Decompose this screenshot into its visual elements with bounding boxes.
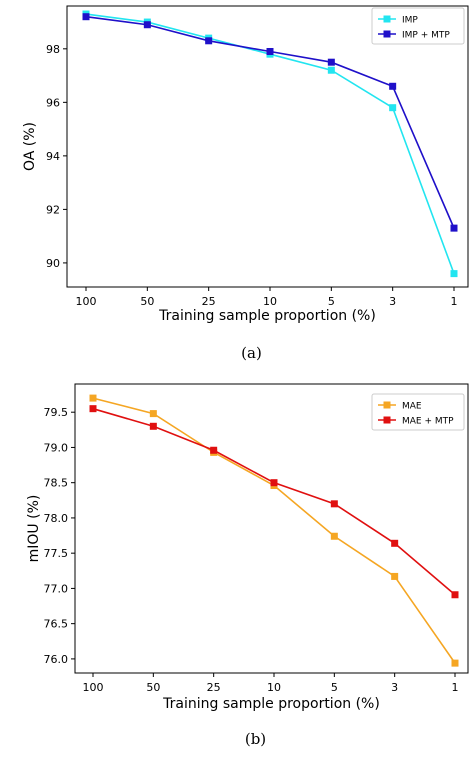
y-tick-label: 76.5 bbox=[44, 618, 69, 631]
y-tick-label: 98 bbox=[46, 43, 60, 56]
legend-box bbox=[371, 393, 465, 431]
y-axis-label: OA (%) bbox=[22, 122, 38, 171]
data-point bbox=[450, 224, 458, 232]
data-point bbox=[451, 591, 459, 599]
data-point bbox=[89, 405, 97, 413]
x-tick-label: 5 bbox=[328, 295, 335, 308]
legend-label: MAE bbox=[402, 402, 422, 412]
y-tick-label: 78.5 bbox=[44, 477, 69, 490]
x-tick-label: 1 bbox=[452, 681, 459, 694]
x-tick-label: 3 bbox=[389, 295, 396, 308]
data-point bbox=[391, 572, 399, 580]
data-point bbox=[82, 13, 90, 21]
y-tick-label: 90 bbox=[46, 257, 60, 270]
data-point bbox=[143, 21, 151, 29]
x-tick-label: 5 bbox=[331, 681, 338, 694]
data-point bbox=[270, 479, 278, 487]
series-line-1 bbox=[92, 397, 456, 664]
x-tick-label: 10 bbox=[267, 681, 281, 694]
data-point bbox=[330, 500, 338, 508]
x-tick-label: 50 bbox=[140, 295, 154, 308]
data-point bbox=[210, 446, 218, 454]
x-tick-label: 3 bbox=[391, 681, 398, 694]
data-point bbox=[149, 410, 157, 418]
data-point bbox=[389, 104, 397, 112]
data-point bbox=[266, 47, 274, 55]
y-axis-label: mIOU (%) bbox=[26, 495, 42, 563]
legend-label: IMP + MTP bbox=[402, 31, 450, 41]
data-point bbox=[450, 270, 458, 278]
figure-caption: (b) bbox=[245, 730, 266, 748]
legend-box bbox=[371, 7, 465, 45]
x-tick-label: 100 bbox=[83, 681, 104, 694]
y-tick-label: 94 bbox=[46, 150, 60, 163]
x-tick-label: 100 bbox=[76, 295, 97, 308]
legend-marker bbox=[383, 15, 391, 23]
y-tick-label: 77.0 bbox=[44, 582, 69, 595]
legend-marker bbox=[383, 416, 391, 424]
x-axis-label: Training sample proportion (%) bbox=[162, 696, 380, 712]
legend-marker bbox=[383, 401, 391, 409]
data-point bbox=[89, 394, 97, 402]
y-tick-label: 78.0 bbox=[44, 512, 69, 525]
data-point bbox=[451, 659, 459, 667]
x-tick-label: 10 bbox=[263, 295, 277, 308]
plot-frame bbox=[74, 383, 469, 674]
data-point bbox=[389, 82, 397, 90]
series-line-2 bbox=[92, 407, 456, 596]
x-tick-label: 50 bbox=[146, 681, 160, 694]
data-point bbox=[391, 539, 399, 547]
data-point bbox=[330, 532, 338, 540]
legend-label: MAE + MTP bbox=[402, 417, 454, 427]
y-tick-label: 96 bbox=[46, 96, 60, 109]
plot-frame bbox=[66, 5, 469, 288]
legend-marker bbox=[383, 30, 391, 38]
y-tick-label: 76.0 bbox=[44, 653, 69, 666]
y-tick-label: 79.5 bbox=[44, 406, 69, 419]
y-tick-label: 79.0 bbox=[44, 441, 69, 454]
x-tick-label: 25 bbox=[202, 295, 216, 308]
y-tick-label: 92 bbox=[46, 203, 60, 216]
data-point bbox=[149, 422, 157, 430]
data-point bbox=[327, 66, 335, 74]
y-tick-label: 77.5 bbox=[44, 547, 69, 560]
data-point bbox=[205, 37, 213, 45]
x-tick-label: 25 bbox=[207, 681, 221, 694]
x-axis-label: Training sample proportion (%) bbox=[158, 308, 376, 324]
figure-caption: (a) bbox=[241, 344, 262, 362]
data-point bbox=[327, 58, 335, 66]
legend-label: IMP bbox=[402, 16, 418, 26]
x-tick-label: 1 bbox=[451, 295, 458, 308]
